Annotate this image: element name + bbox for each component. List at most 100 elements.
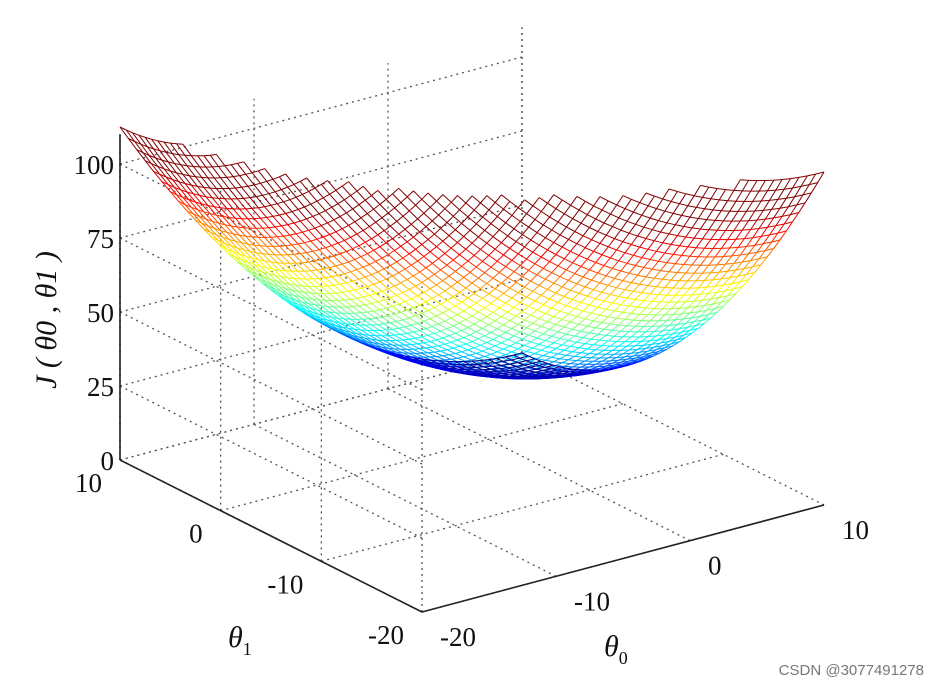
mesh-segment bbox=[402, 257, 412, 266]
mesh-segment bbox=[532, 205, 542, 212]
mesh-segment bbox=[354, 221, 364, 231]
mesh-segment bbox=[379, 307, 387, 311]
mesh-segment bbox=[674, 255, 682, 264]
mesh-segment bbox=[463, 229, 471, 237]
mesh-segment bbox=[480, 202, 490, 211]
mesh-segment bbox=[450, 341, 460, 347]
mesh-segment bbox=[375, 316, 382, 319]
mesh-segment bbox=[689, 280, 697, 289]
mesh-segment bbox=[660, 222, 668, 233]
mesh-segment bbox=[257, 207, 268, 218]
mesh-segment bbox=[733, 220, 741, 231]
mesh-segment bbox=[388, 285, 395, 290]
mesh-segment bbox=[327, 219, 335, 224]
mesh-segment bbox=[486, 277, 494, 284]
mesh-segment bbox=[503, 293, 513, 299]
mesh-segment bbox=[492, 236, 502, 244]
mesh-segment bbox=[549, 324, 557, 330]
mesh-segment bbox=[553, 194, 563, 201]
mesh-segment bbox=[452, 215, 462, 224]
mesh-segment bbox=[201, 177, 211, 189]
mesh-segment bbox=[322, 197, 333, 208]
mesh-segment bbox=[572, 368, 579, 371]
mesh-segment bbox=[174, 187, 184, 198]
mesh-segment bbox=[653, 270, 661, 279]
mesh-segment bbox=[702, 196, 711, 200]
mesh-segment bbox=[199, 216, 207, 220]
mesh-segment bbox=[205, 218, 213, 222]
mesh-segment bbox=[260, 180, 267, 184]
mesh-segment bbox=[765, 217, 774, 220]
mesh-segment bbox=[280, 254, 291, 264]
mesh-segment bbox=[752, 258, 760, 268]
mesh-segment bbox=[436, 312, 443, 317]
mesh-segment bbox=[507, 367, 514, 371]
mesh-segment bbox=[672, 331, 682, 335]
mesh-segment bbox=[501, 194, 511, 202]
mesh-segment bbox=[511, 357, 521, 361]
mesh-segment bbox=[176, 172, 184, 175]
mesh-segment bbox=[448, 352, 456, 356]
mesh-segment bbox=[295, 284, 303, 287]
mesh-segment bbox=[725, 220, 733, 231]
mesh-segment bbox=[258, 170, 268, 182]
mesh-segment bbox=[274, 226, 284, 237]
mesh-segment bbox=[578, 343, 586, 349]
mesh-segment bbox=[542, 328, 550, 335]
mesh-segment bbox=[607, 238, 615, 248]
mesh-segment bbox=[563, 368, 573, 372]
mesh-segment bbox=[348, 259, 355, 263]
mesh-segment bbox=[492, 272, 500, 279]
mesh-segment bbox=[758, 226, 768, 229]
mesh-segment bbox=[568, 279, 577, 285]
mesh-segment bbox=[272, 268, 282, 278]
theta1-tick-label: -10 bbox=[267, 569, 303, 599]
mesh-segment bbox=[555, 348, 565, 351]
mesh-segment bbox=[637, 235, 647, 239]
mesh-segment bbox=[509, 362, 518, 365]
mesh-segment bbox=[427, 192, 437, 202]
mesh-segment bbox=[754, 200, 762, 212]
mesh-segment bbox=[415, 248, 425, 257]
mesh-segment bbox=[664, 201, 672, 212]
mesh-segment bbox=[710, 297, 720, 300]
mesh-segment bbox=[285, 288, 295, 296]
mesh-segment bbox=[668, 295, 676, 303]
mesh-segment bbox=[471, 282, 481, 290]
mesh-segment bbox=[413, 190, 423, 200]
mesh-segment bbox=[637, 226, 645, 237]
mesh-segment bbox=[599, 196, 609, 202]
mesh-segment bbox=[760, 190, 768, 202]
mesh-segment bbox=[455, 351, 462, 354]
mesh-segment bbox=[526, 371, 535, 374]
mesh-segment bbox=[658, 260, 667, 264]
mesh-segment bbox=[377, 299, 385, 303]
mesh-segment bbox=[561, 362, 571, 365]
mesh-segment bbox=[710, 291, 718, 300]
mesh-segment bbox=[570, 345, 579, 349]
mesh-segment bbox=[735, 268, 745, 271]
mesh-segment bbox=[775, 216, 783, 227]
mesh-segment bbox=[295, 262, 305, 272]
mesh-segment bbox=[706, 209, 714, 220]
mesh-segment bbox=[794, 186, 802, 197]
mesh-segment bbox=[547, 202, 557, 210]
mesh-segment bbox=[735, 190, 743, 202]
mesh-segment bbox=[718, 189, 727, 201]
mesh-segment bbox=[438, 208, 446, 216]
mesh-segment bbox=[350, 318, 360, 326]
mesh-segment bbox=[350, 233, 358, 238]
mesh-segment bbox=[758, 250, 766, 260]
mesh-segment bbox=[635, 223, 645, 228]
mesh-segment bbox=[348, 289, 355, 292]
mesh-segment bbox=[295, 299, 305, 307]
mesh-segment bbox=[743, 190, 752, 202]
mesh-segment bbox=[415, 312, 422, 317]
mesh-segment bbox=[327, 255, 334, 259]
mesh-segment bbox=[302, 194, 312, 205]
mesh-segment bbox=[676, 318, 684, 325]
mesh-segment bbox=[704, 303, 713, 306]
mesh-segment bbox=[641, 340, 651, 342]
mesh-segment bbox=[486, 311, 494, 318]
mesh-segment bbox=[293, 253, 301, 255]
